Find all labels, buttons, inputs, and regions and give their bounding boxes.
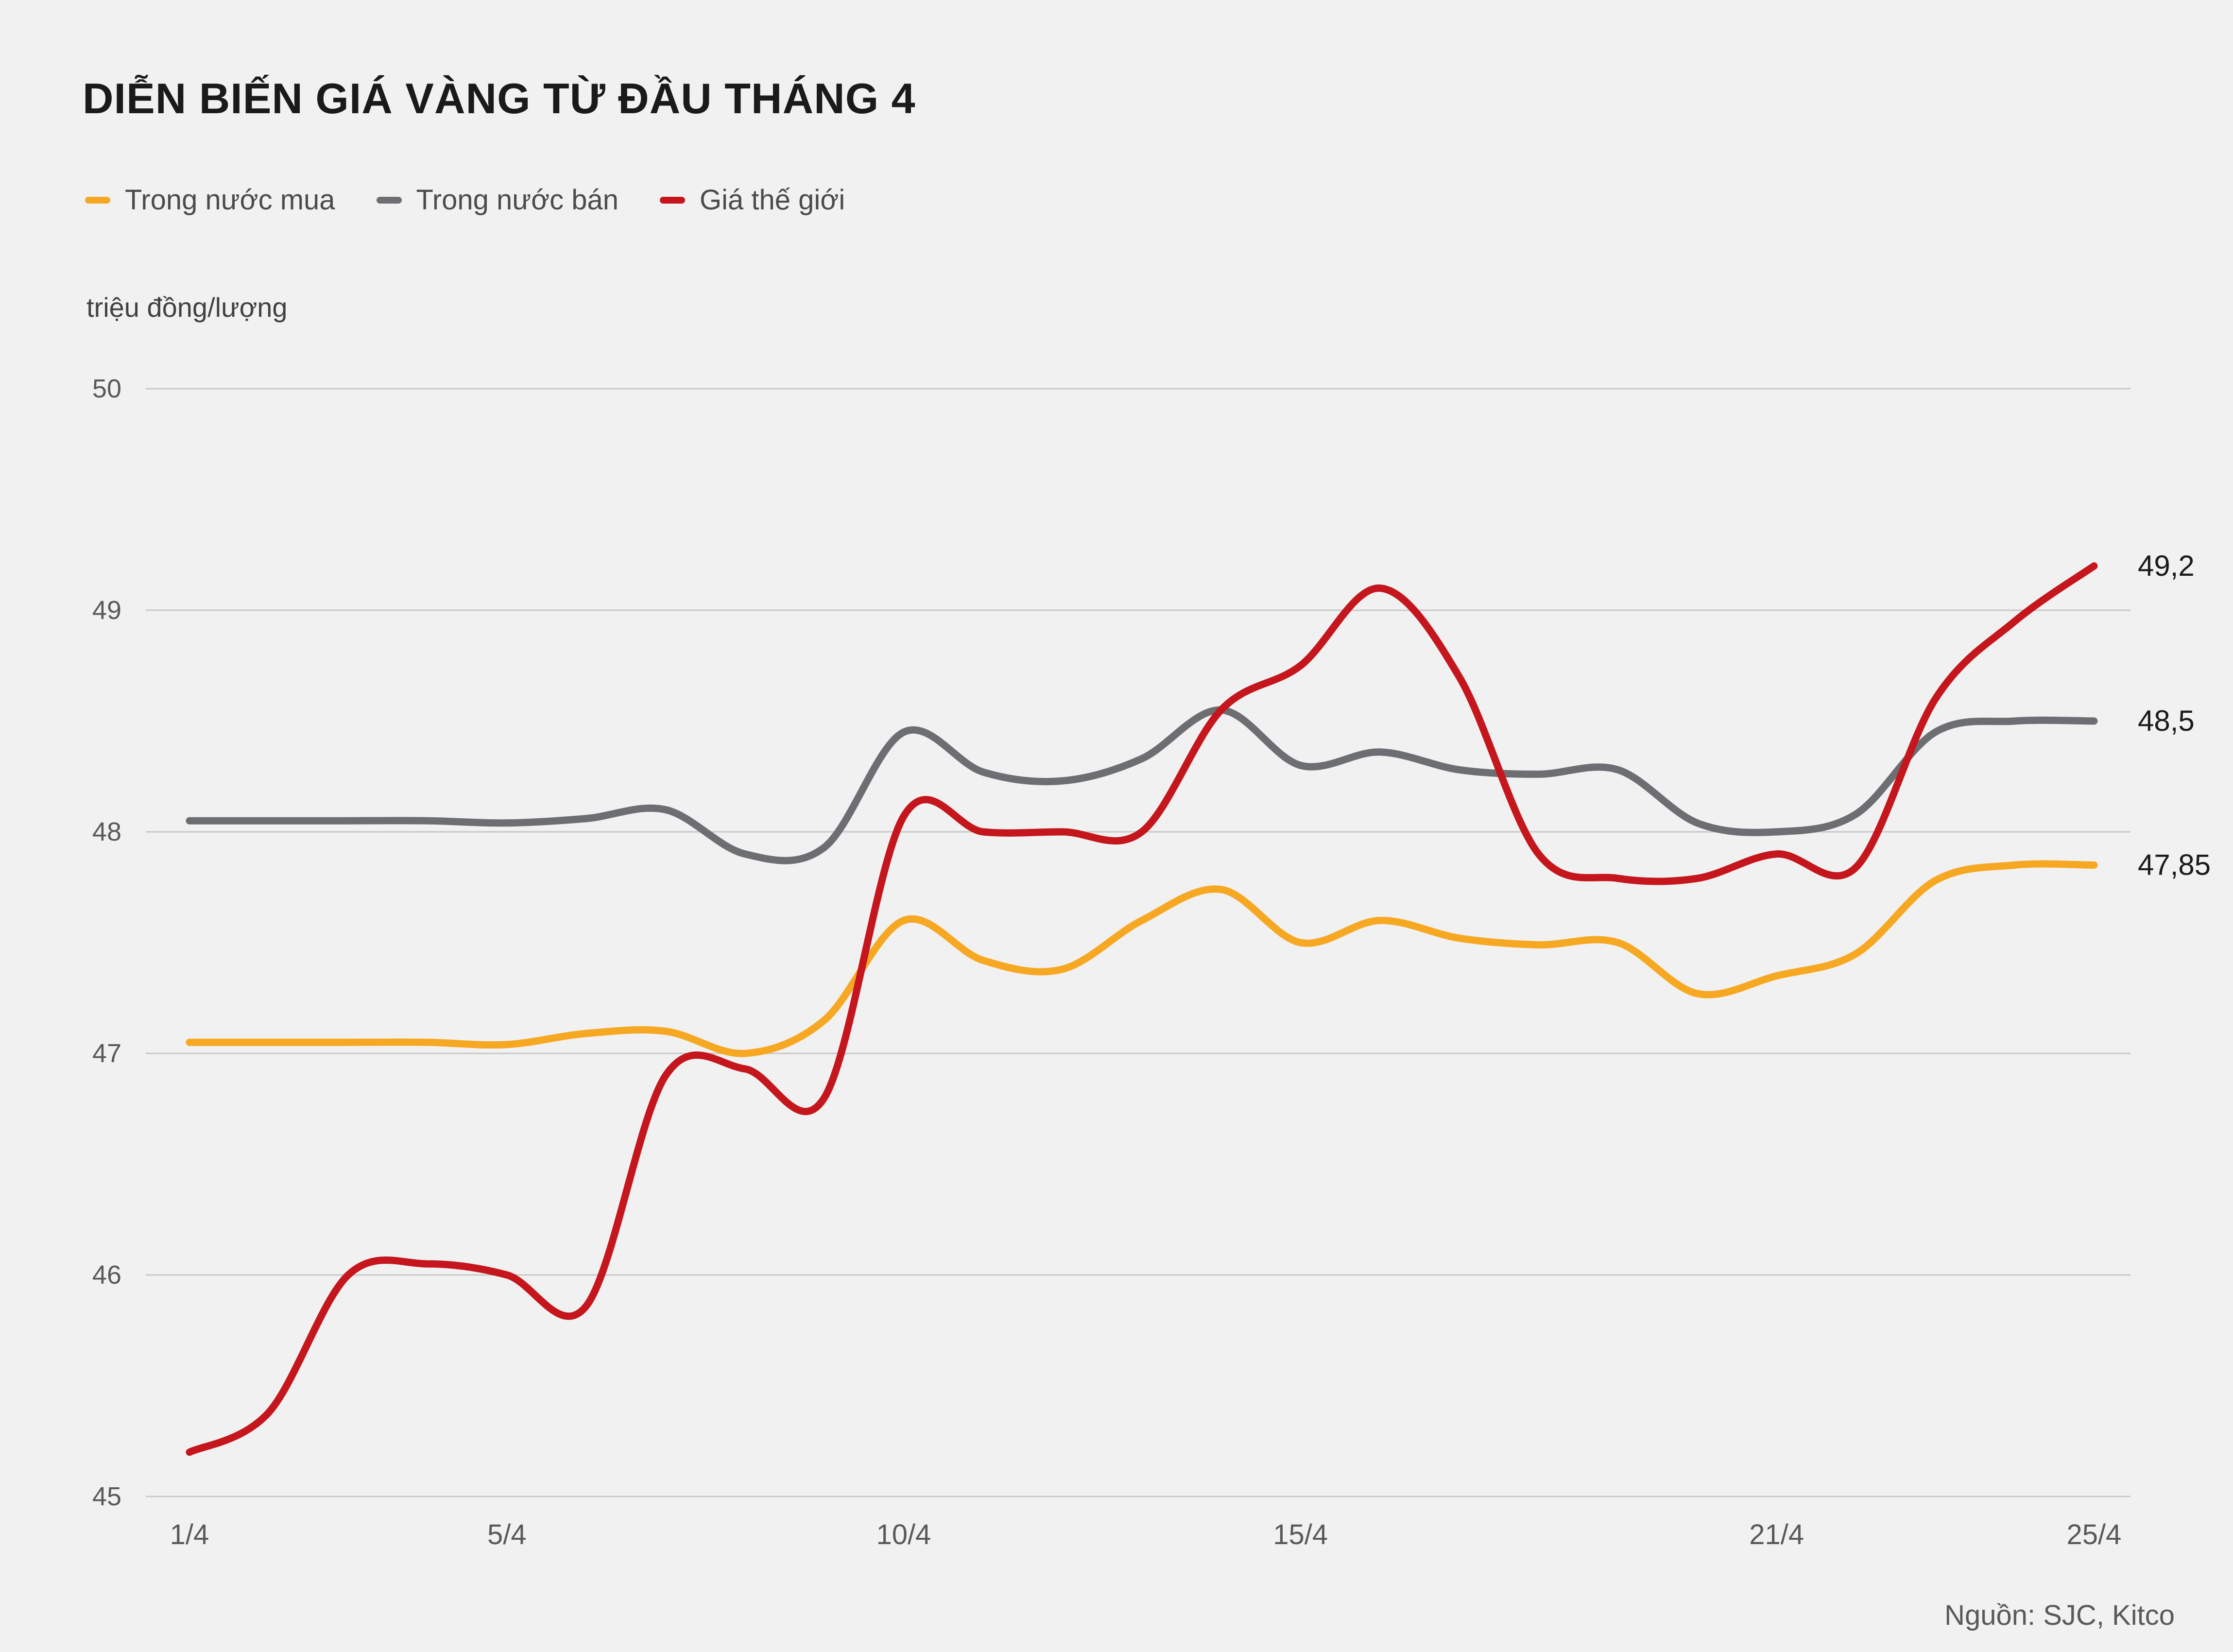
y-tick-label: 49 bbox=[92, 596, 121, 625]
series-line-sell bbox=[186, 706, 2098, 864]
legend-swatch-sell bbox=[376, 196, 402, 204]
legend-swatch-world bbox=[660, 196, 686, 204]
end-label-buy: 47,85 bbox=[2138, 848, 2211, 881]
legend-item-world: Giá thế giới bbox=[660, 184, 845, 216]
legend: Trong nước mua Trong nước bán Giá thế gi… bbox=[85, 184, 845, 216]
x-tick-label: 10/4 bbox=[876, 1519, 931, 1550]
y-tick-label: 47 bbox=[92, 1039, 121, 1068]
x-tick-label: 5/4 bbox=[487, 1519, 527, 1550]
y-tick-label: 50 bbox=[92, 374, 121, 403]
series-line-buy bbox=[186, 860, 2098, 1057]
series-line-world bbox=[186, 562, 2098, 1456]
legend-item-buy: Trong nước mua bbox=[85, 184, 335, 216]
x-tick-label: 15/4 bbox=[1273, 1519, 1328, 1550]
legend-label-world: Giá thế giới bbox=[700, 184, 845, 216]
x-tick-label: 25/4 bbox=[2067, 1519, 2122, 1550]
legend-swatch-buy bbox=[85, 196, 110, 204]
end-label-sell: 48,5 bbox=[2138, 705, 2195, 737]
y-tick-label: 45 bbox=[92, 1482, 121, 1511]
y-tick-label: 46 bbox=[92, 1260, 121, 1290]
legend-label-buy: Trong nước mua bbox=[125, 184, 335, 216]
y-axis-unit-label: triệu đồng/lượng bbox=[86, 292, 288, 323]
y-tick-label: 48 bbox=[92, 817, 121, 846]
x-tick-label: 21/4 bbox=[1749, 1519, 1804, 1550]
legend-item-sell: Trong nước bán bbox=[376, 184, 619, 216]
source-note: Nguồn: SJC, Kitco bbox=[1944, 1600, 2175, 1631]
x-tick-label: 1/4 bbox=[170, 1519, 209, 1550]
chart-title: DIỄN BIẾN GIÁ VÀNG TỪ ĐẦU THÁNG 4 bbox=[83, 74, 916, 122]
end-label-world: 49,2 bbox=[2138, 550, 2195, 582]
legend-label-sell: Trong nước bán bbox=[416, 184, 619, 216]
